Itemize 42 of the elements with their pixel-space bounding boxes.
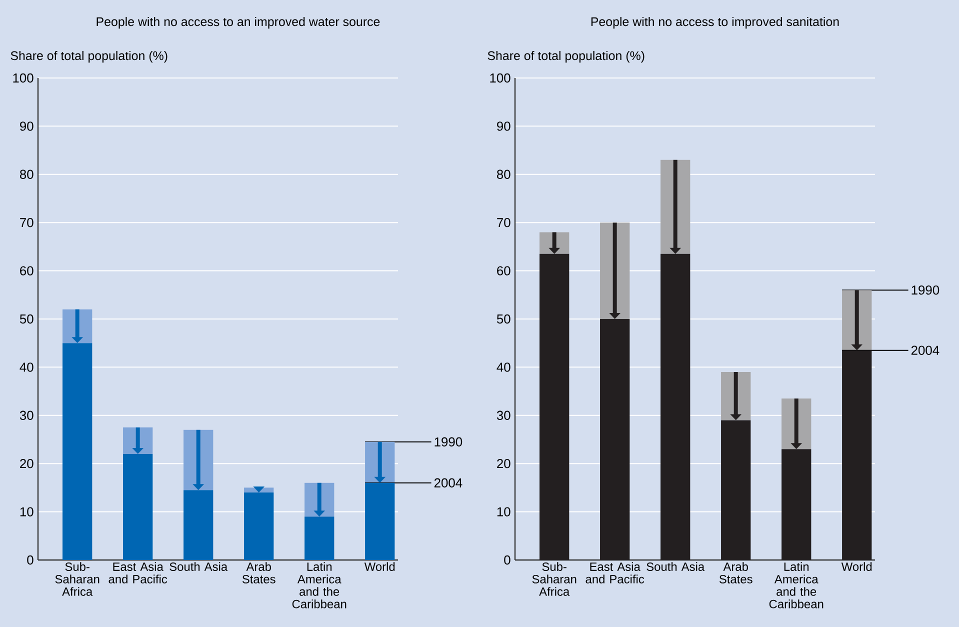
- text: 2004: [434, 478, 462, 488]
- y-tick-label: 30: [20, 410, 34, 420]
- y-tick-label: 50: [20, 314, 34, 324]
- y-tick-label: 90: [20, 122, 34, 131]
- y-tick-label: 10: [497, 507, 510, 516]
- y-tick-label: 80: [20, 170, 34, 179]
- chart-title: People with no access to an improved water source: [96, 16, 380, 29]
- x-tick-label: East Asia and Pacific: [586, 562, 644, 584]
- text: 2004: [911, 346, 940, 355]
- x-tick-label: Arab States: [242, 562, 276, 584]
- y-tick-label: 100: [13, 73, 34, 83]
- y-tick-label: 90: [497, 122, 510, 131]
- y-tick-label: 100: [490, 73, 510, 83]
- x-tick-label: Latin America and the Caribbean: [292, 562, 346, 608]
- y-tick-label: 0: [504, 555, 510, 565]
- chart-title: People with no access to improved sanitation: [591, 16, 839, 29]
- y-tick-label: 20: [497, 458, 510, 468]
- x-tick-label: Arab States: [719, 562, 752, 584]
- y-tick-label: 0: [27, 555, 34, 565]
- y-axis-title: Share of total population (%): [10, 50, 168, 63]
- y-tick-label: 70: [497, 218, 510, 228]
- y-tick-label: 60: [20, 266, 34, 276]
- x-tick-label: World: [841, 562, 872, 571]
- x-tick-label: Sub-Saharan Africa: [532, 562, 576, 596]
- x-tick-label: Sub-Saharan Africa: [55, 562, 100, 596]
- y-axis-title: Share of total population (%): [488, 50, 644, 63]
- y-tick-label: 10: [20, 507, 34, 516]
- y-tick-label: 30: [496, 410, 510, 420]
- text: 1990: [912, 285, 940, 295]
- x-tick-label: East Asia and Pacific: [108, 562, 168, 584]
- y-tick-label: 80: [496, 170, 510, 179]
- y-tick-label: 70: [20, 218, 34, 228]
- x-tick-label: Latin America and the Caribbean: [769, 562, 824, 608]
- y-tick-label: 20: [20, 458, 34, 468]
- y-tick-label: 40: [20, 362, 34, 372]
- x-tick-label: South Asia: [170, 562, 228, 571]
- y-tick-label: 60: [497, 266, 510, 276]
- text: 1990: [434, 437, 462, 446]
- x-tick-label: World: [364, 562, 395, 571]
- y-tick-label: 50: [496, 314, 510, 324]
- y-tick-label: 40: [496, 362, 510, 372]
- x-tick-label: South Asia: [646, 562, 705, 571]
